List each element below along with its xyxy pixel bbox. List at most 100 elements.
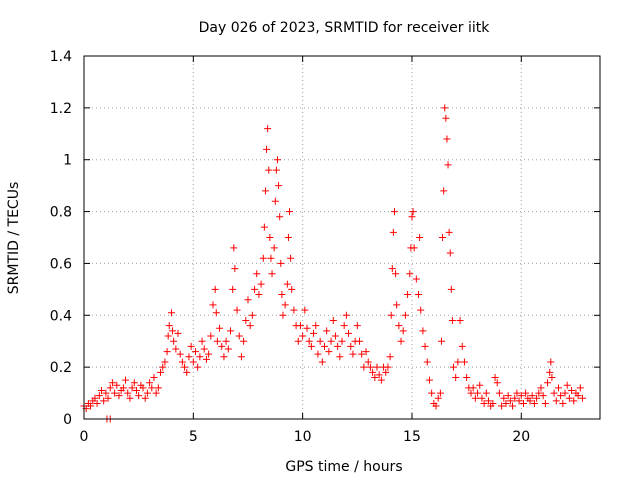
data-point bbox=[537, 384, 545, 392]
y-tick-label: 0.8 bbox=[50, 205, 72, 221]
x-axis-label: GPS time / hours bbox=[285, 459, 402, 475]
data-point bbox=[207, 332, 215, 340]
data-point bbox=[428, 389, 436, 397]
y-tick-label: 1 bbox=[63, 153, 72, 169]
data-point bbox=[467, 389, 475, 397]
data-point bbox=[260, 223, 268, 231]
data-point bbox=[218, 342, 226, 350]
data-point bbox=[574, 392, 582, 400]
data-point bbox=[410, 244, 418, 252]
data-point bbox=[264, 125, 272, 133]
data-point bbox=[399, 327, 407, 335]
data-point bbox=[284, 234, 292, 241]
data-point bbox=[135, 392, 143, 400]
y-tick-label: 1.2 bbox=[50, 101, 72, 117]
data-point bbox=[257, 280, 265, 288]
data-point bbox=[563, 381, 571, 389]
data-point bbox=[95, 392, 103, 400]
data-point bbox=[163, 348, 171, 356]
data-point bbox=[482, 389, 490, 397]
data-point bbox=[246, 322, 254, 330]
data-point bbox=[517, 392, 525, 400]
data-point bbox=[278, 291, 286, 299]
y-tick-label: 0.2 bbox=[50, 360, 72, 376]
data-point bbox=[251, 285, 259, 293]
data-point bbox=[263, 145, 271, 153]
data-point bbox=[279, 311, 287, 319]
data-point bbox=[345, 329, 353, 337]
data-point bbox=[388, 265, 396, 273]
data-point bbox=[185, 353, 193, 361]
data-point bbox=[454, 358, 462, 366]
data-point bbox=[115, 392, 123, 400]
data-point bbox=[209, 301, 217, 309]
data-point bbox=[419, 327, 427, 335]
data-point bbox=[307, 342, 315, 350]
data-point bbox=[349, 350, 357, 358]
data-point bbox=[286, 208, 294, 216]
data-point bbox=[93, 399, 101, 407]
data-point bbox=[169, 327, 177, 335]
data-point bbox=[519, 399, 527, 407]
data-point bbox=[557, 392, 565, 400]
data-point bbox=[561, 389, 569, 397]
data-point bbox=[504, 392, 512, 400]
data-point bbox=[305, 337, 313, 345]
data-point bbox=[226, 327, 234, 335]
x-tick-label: 10 bbox=[294, 429, 312, 445]
data-point bbox=[425, 376, 433, 384]
data-point bbox=[222, 337, 230, 345]
data-point bbox=[401, 311, 409, 319]
x-tick-label: 15 bbox=[403, 429, 421, 445]
data-point bbox=[377, 376, 385, 384]
data-point bbox=[176, 350, 184, 358]
data-point bbox=[331, 332, 339, 340]
data-point bbox=[220, 353, 228, 361]
data-point bbox=[364, 358, 372, 366]
data-point bbox=[172, 345, 180, 353]
data-point bbox=[235, 332, 243, 340]
data-point bbox=[443, 135, 451, 143]
data-point bbox=[579, 394, 587, 402]
data-point bbox=[244, 296, 252, 304]
data-point bbox=[434, 394, 442, 402]
data-point bbox=[274, 156, 281, 164]
data-point bbox=[224, 345, 232, 353]
data-point bbox=[397, 337, 405, 345]
data-point bbox=[458, 342, 466, 350]
data-point bbox=[463, 374, 471, 382]
grid bbox=[84, 56, 600, 419]
data-point bbox=[445, 228, 453, 236]
data-point bbox=[550, 389, 558, 397]
data-point bbox=[474, 389, 482, 397]
data-point bbox=[509, 402, 517, 410]
data-point bbox=[387, 311, 395, 319]
data-point bbox=[111, 389, 119, 397]
data-point bbox=[233, 306, 241, 314]
data-point bbox=[384, 363, 392, 371]
data-point bbox=[275, 182, 283, 190]
data-point bbox=[502, 399, 510, 407]
data-point bbox=[552, 397, 560, 405]
data-point bbox=[392, 270, 400, 278]
data-point bbox=[259, 254, 267, 262]
data-point bbox=[541, 399, 549, 407]
data-point bbox=[576, 384, 584, 392]
data-point bbox=[535, 389, 543, 397]
data-point bbox=[150, 374, 158, 382]
data-point bbox=[287, 254, 295, 262]
data-point bbox=[442, 114, 450, 122]
data-point bbox=[240, 337, 248, 345]
data-point bbox=[100, 397, 108, 405]
data-point bbox=[439, 234, 447, 241]
data-point bbox=[568, 386, 576, 394]
data-point bbox=[126, 394, 134, 402]
data-point bbox=[334, 342, 342, 350]
data-point bbox=[480, 399, 488, 407]
data-point bbox=[196, 353, 204, 361]
data-point bbox=[281, 301, 289, 309]
data-point bbox=[87, 402, 95, 410]
data-point bbox=[489, 399, 497, 407]
data-point bbox=[395, 322, 403, 330]
data-point bbox=[478, 394, 486, 402]
